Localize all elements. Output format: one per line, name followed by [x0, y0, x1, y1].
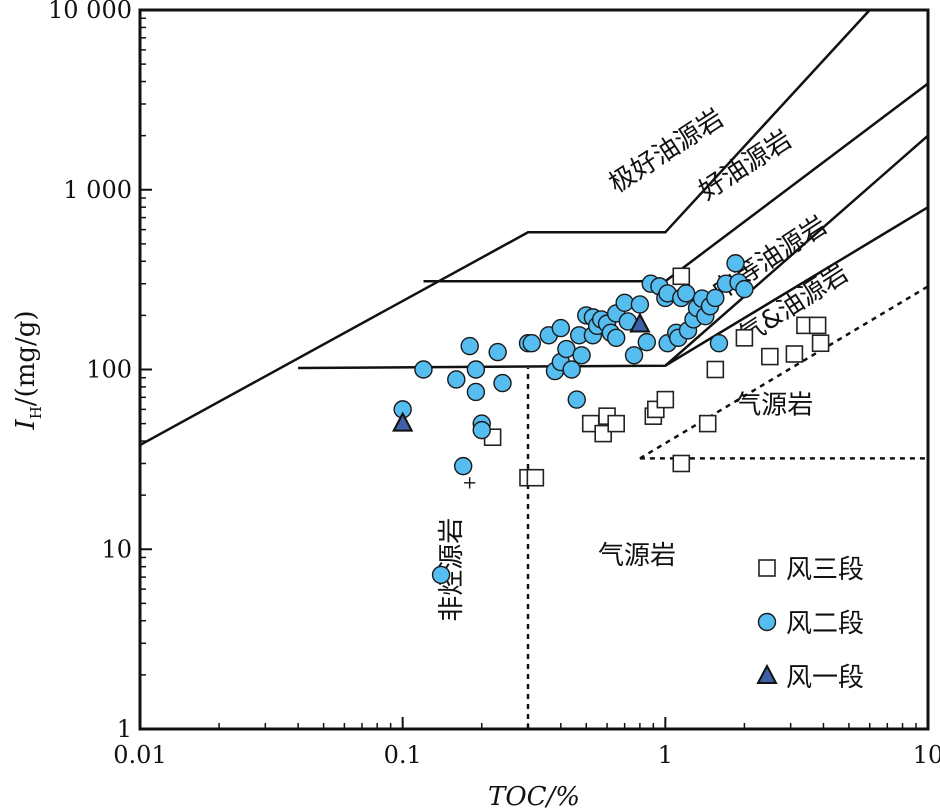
- gas-source-label-lower: 气源岩: [598, 541, 676, 571]
- circle-point: [466, 360, 486, 379]
- square-point: [672, 267, 691, 286]
- circle-point: [735, 279, 754, 299]
- circle-point: [637, 332, 656, 352]
- square-point: [706, 360, 725, 379]
- square-point: [785, 345, 804, 363]
- circle-point: [493, 373, 512, 393]
- annotations: +: [462, 473, 477, 494]
- legend-label: 风一段: [786, 663, 864, 693]
- square-point: [526, 468, 545, 487]
- y-tick-label: 10: [101, 535, 132, 563]
- excellent-boundary: [140, 10, 871, 447]
- circle-point: [562, 360, 581, 379]
- circle-point: [709, 334, 729, 353]
- square-point: [811, 334, 830, 353]
- gas-oil-boundary: [664, 206, 928, 367]
- y-axis-title-subscript: H: [27, 406, 45, 419]
- triangle-point: [392, 411, 414, 432]
- circle-point: [460, 336, 479, 356]
- circle-point: [615, 293, 634, 313]
- circle-point: [726, 254, 745, 273]
- circle-point: [606, 328, 626, 348]
- circle-point: [488, 342, 507, 362]
- square-point: [808, 316, 827, 335]
- legend-label: 风三段: [786, 555, 864, 585]
- circle-point: [466, 382, 486, 402]
- square-point: [607, 414, 625, 433]
- circle-point: [522, 334, 541, 353]
- circle-point: [414, 360, 433, 379]
- y-tick-label: 1: [117, 715, 132, 743]
- plot-frame: [138, 8, 930, 731]
- square-point: [672, 454, 691, 473]
- x-tick-label: 10: [913, 741, 940, 769]
- data-points: [392, 254, 830, 585]
- legend-square-marker: [758, 559, 776, 577]
- y-axis-title-unit: /(mg/g): [11, 310, 41, 406]
- circle-point: [706, 288, 725, 308]
- circle-point: [630, 295, 650, 314]
- y-tick-label: 10 000: [48, 0, 132, 24]
- legend-label: 风二段: [786, 609, 864, 639]
- circle-point: [624, 346, 644, 365]
- circle-point: [431, 565, 451, 585]
- legend-triangle-marker: [756, 663, 778, 684]
- triangle-point: [629, 312, 651, 333]
- y-axis-title-main: I: [11, 419, 41, 431]
- x-tick-label: 0.1: [384, 741, 422, 769]
- circle-point: [572, 346, 591, 365]
- square-point: [761, 347, 779, 366]
- square-point: [656, 390, 675, 409]
- x-tick-label: 0.01: [113, 741, 166, 769]
- x-tick-label: 1: [658, 741, 673, 769]
- y-axis-title: IH/(mg/g): [11, 310, 45, 430]
- circle-point: [472, 420, 491, 440]
- square-point: [698, 414, 717, 433]
- circle-point: [567, 390, 586, 409]
- legend-circle-marker: [757, 612, 777, 632]
- square-point: [735, 329, 754, 347]
- circle-point: [453, 456, 473, 476]
- y-tick-label: 100: [86, 356, 132, 384]
- circle-point: [676, 284, 696, 303]
- circle-point: [447, 370, 466, 389]
- plus-marker: +: [462, 473, 477, 494]
- gas-source-label-right: 气源岩: [735, 390, 813, 420]
- y-tick-label: 1 000: [63, 176, 132, 204]
- square-point: [594, 424, 612, 443]
- circle-point: [557, 339, 576, 359]
- circle-point: [551, 318, 571, 338]
- x-axis-title: TOC/%: [488, 782, 580, 811]
- tick-labels: 0.01 0.1 1 10 1 10 100 1 000 10 000: [48, 0, 940, 769]
